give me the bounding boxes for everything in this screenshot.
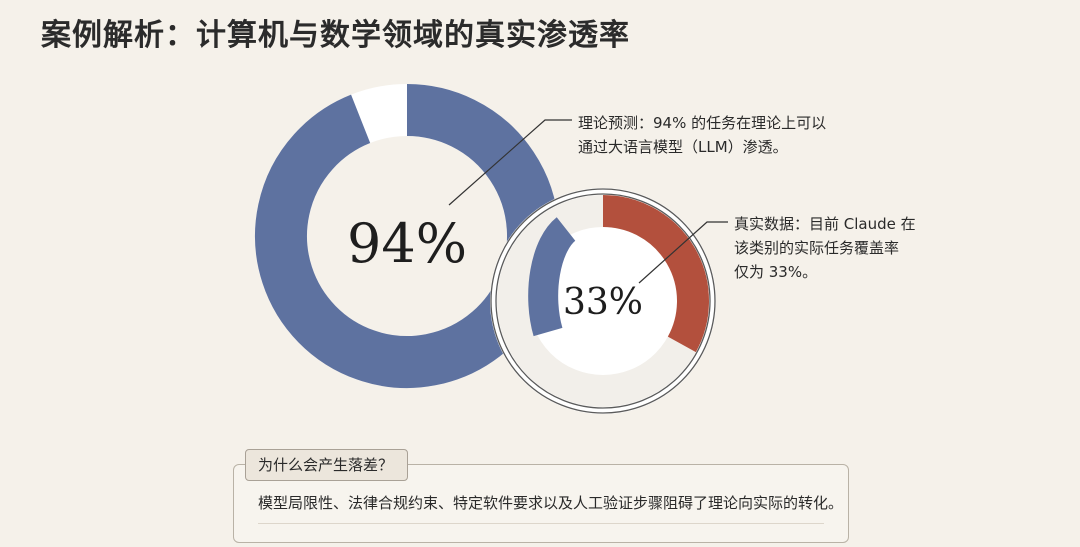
actual-donut-arc	[602, 195, 709, 353]
theory-annotation-line-2: 通过大语言模型（LLM）渗透。	[578, 138, 788, 156]
actual-annotation-line-3: 仅为 33%。	[734, 263, 818, 281]
actual-donut-inner-ring	[495, 193, 711, 409]
theory-donut-overlap-arc	[528, 217, 576, 337]
explanation-tag: 为什么会产生落差？	[245, 449, 409, 481]
actual-value-label: 33%	[563, 282, 643, 323]
theory-leader-line	[448, 119, 572, 206]
actual-annotation-line-1: 真实数据：目前 Claude 在	[734, 215, 916, 233]
theory-donut-arc	[255, 84, 559, 388]
explanation-text: 模型局限性、法律合规约束、特定软件要求以及人工验证步骤阻碍了理论向实际的转化。	[258, 494, 844, 512]
theory-value-label: 94%	[347, 212, 467, 275]
theory-annotation-line-1: 理论预测：94% 的任务在理论上可以	[578, 114, 827, 132]
explanation-divider	[258, 523, 824, 524]
actual-leader-line	[638, 221, 728, 284]
actual-annotation: 真实数据：目前 Claude 在 该类别的实际任务覆盖率 仅为 33%。	[734, 212, 916, 284]
theory-annotation: 理论预测：94% 的任务在理论上可以 通过大语言模型（LLM）渗透。	[578, 111, 826, 159]
actual-annotation-line-2: 该类别的实际任务覆盖率	[734, 239, 900, 257]
actual-donut-outer-ring	[490, 188, 716, 414]
page-title: 案例解析：计算机与数学领域的真实渗透率	[41, 18, 630, 53]
